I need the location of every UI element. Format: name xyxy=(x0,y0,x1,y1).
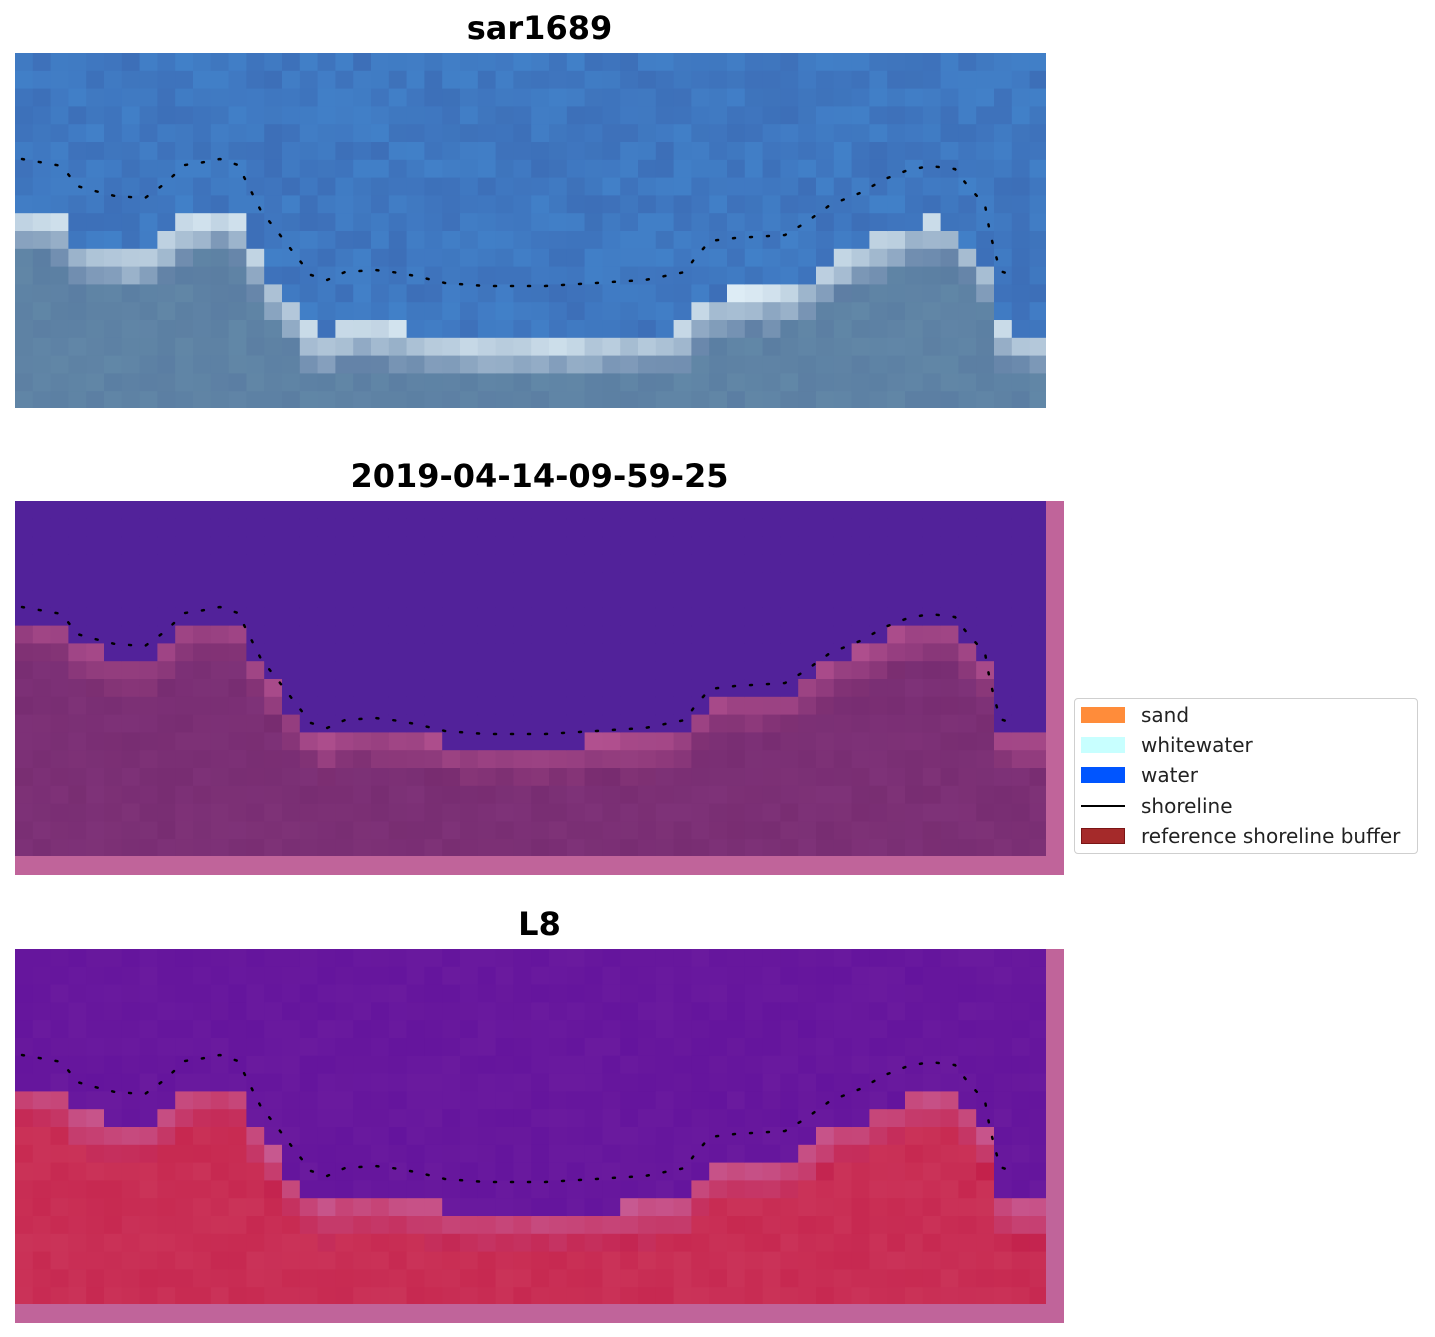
legend-label-sand: sand xyxy=(1141,703,1190,727)
legend-line-shoreline xyxy=(1081,805,1125,807)
image-panel-rgb xyxy=(15,53,1046,408)
pixel-grid xyxy=(15,501,1046,856)
legend-item-buffer: reference shoreline buffer xyxy=(1081,824,1400,848)
legend-swatch-whitewater xyxy=(1081,737,1125,753)
legend-item-shoreline: shoreline xyxy=(1081,794,1233,818)
legend: sand whitewater water shoreline referenc… xyxy=(1074,698,1418,854)
legend-label-water: water xyxy=(1141,763,1198,787)
pixel-grid xyxy=(15,53,1046,408)
panel-title-2: 2019-04-14-09-59-25 xyxy=(350,457,729,495)
legend-label-buffer: reference shoreline buffer xyxy=(1141,824,1401,848)
legend-swatch-buffer xyxy=(1081,828,1125,844)
legend-swatch-water xyxy=(1081,767,1125,783)
shoreline-line xyxy=(20,1053,1020,1184)
panel-title-1: sar1689 xyxy=(466,9,613,47)
legend-label-shoreline: shoreline xyxy=(1141,794,1233,818)
shoreline-line xyxy=(20,157,1020,288)
image-panel-classified xyxy=(15,501,1064,875)
panel-title-3: L8 xyxy=(518,905,561,943)
legend-item-sand: sand xyxy=(1081,703,1189,727)
legend-swatch-sand xyxy=(1081,707,1125,723)
legend-label-whitewater: whitewater xyxy=(1141,733,1253,757)
pixel-grid xyxy=(15,949,1046,1304)
legend-item-water: water xyxy=(1081,763,1198,787)
shoreline-line xyxy=(20,605,1020,736)
legend-item-whitewater: whitewater xyxy=(1081,733,1253,757)
image-panel-index xyxy=(15,949,1064,1323)
